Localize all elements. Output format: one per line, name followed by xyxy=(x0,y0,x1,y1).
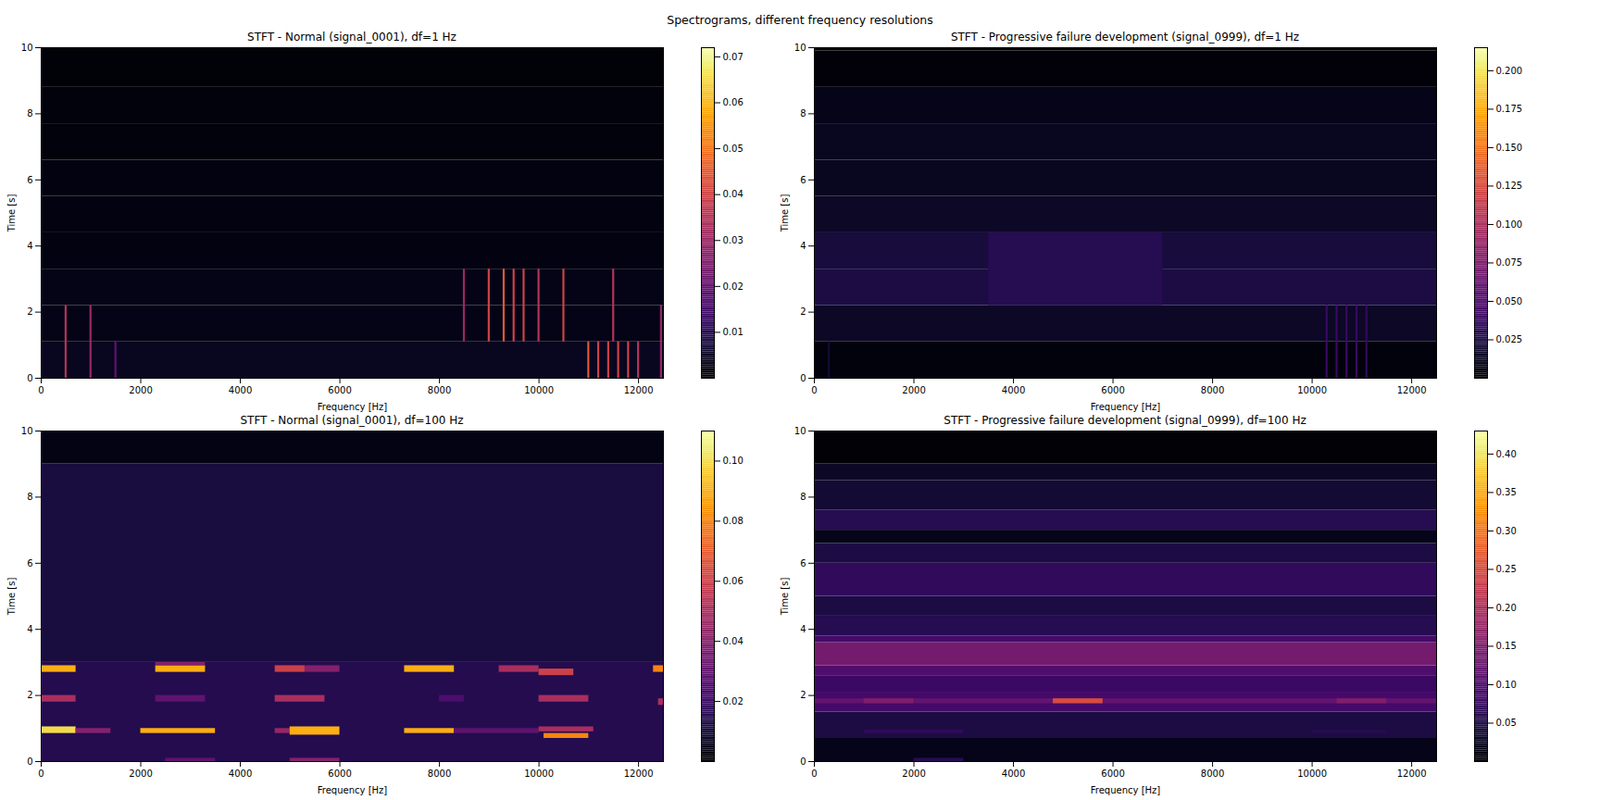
svg-text:10: 10 xyxy=(21,425,34,437)
svg-text:4000: 4000 xyxy=(1001,385,1025,396)
svg-text:0.04: 0.04 xyxy=(723,636,744,647)
svg-text:Time [s]: Time [s] xyxy=(779,194,790,234)
svg-text:2000: 2000 xyxy=(128,385,152,396)
svg-text:Frequency [Hz]: Frequency [Hz] xyxy=(317,785,388,796)
svg-text:0.02: 0.02 xyxy=(723,696,744,707)
svg-text:10000: 10000 xyxy=(1297,768,1327,779)
svg-text:2000: 2000 xyxy=(128,768,152,779)
svg-text:12000: 12000 xyxy=(1397,385,1427,396)
svg-text:0.150: 0.150 xyxy=(1496,142,1524,153)
svg-text:4: 4 xyxy=(26,240,33,251)
svg-text:4: 4 xyxy=(800,624,806,635)
svg-text:0.40: 0.40 xyxy=(1496,449,1517,460)
svg-text:Time [s]: Time [s] xyxy=(779,577,790,617)
svg-text:0.10: 0.10 xyxy=(1496,679,1517,690)
svg-text:0.15: 0.15 xyxy=(1496,640,1517,651)
svg-text:6: 6 xyxy=(800,175,806,186)
svg-text:8: 8 xyxy=(800,108,806,119)
svg-text:0: 0 xyxy=(37,385,44,396)
svg-text:6: 6 xyxy=(26,175,33,186)
svg-text:Time [s]: Time [s] xyxy=(6,194,17,234)
svg-text:0.06: 0.06 xyxy=(723,97,744,108)
svg-text:2: 2 xyxy=(800,689,806,700)
svg-text:6000: 6000 xyxy=(1100,768,1125,779)
svg-text:0.03: 0.03 xyxy=(723,235,744,246)
svg-text:4: 4 xyxy=(26,624,33,635)
svg-text:0.075: 0.075 xyxy=(1496,257,1524,268)
svg-text:0: 0 xyxy=(26,373,33,384)
svg-text:0.025: 0.025 xyxy=(1496,334,1524,345)
svg-text:2000: 2000 xyxy=(901,768,925,779)
svg-text:8: 8 xyxy=(26,108,33,119)
svg-text:6000: 6000 xyxy=(327,768,351,779)
svg-text:0.06: 0.06 xyxy=(723,575,744,587)
svg-text:4000: 4000 xyxy=(228,768,252,779)
svg-text:0: 0 xyxy=(811,385,817,396)
svg-text:12000: 12000 xyxy=(624,385,654,396)
svg-text:4000: 4000 xyxy=(228,385,252,396)
svg-text:0: 0 xyxy=(26,756,33,767)
html-text:STFT - Normal (signal_0001), d: STFT - Normal (signal_0001), df=1 Hz xyxy=(247,30,457,44)
svg-text:8000: 8000 xyxy=(1200,768,1225,779)
svg-text:0.05: 0.05 xyxy=(723,143,744,154)
svg-text:0.125: 0.125 xyxy=(1496,180,1524,191)
html-text:STFT - Normal (signal_0001), d: STFT - Normal (signal_0001), df=100 Hz xyxy=(240,413,464,427)
svg-text:0: 0 xyxy=(811,768,817,779)
svg-text:0.30: 0.30 xyxy=(1496,525,1517,537)
svg-text:0: 0 xyxy=(800,373,806,384)
svg-text:8000: 8000 xyxy=(427,385,451,396)
svg-text:6: 6 xyxy=(800,558,806,569)
svg-text:0.02: 0.02 xyxy=(723,281,744,292)
svg-text:0.200: 0.200 xyxy=(1496,65,1524,76)
svg-text:8000: 8000 xyxy=(427,768,451,779)
svg-text:12000: 12000 xyxy=(624,768,654,779)
svg-text:0.20: 0.20 xyxy=(1496,602,1517,613)
svg-text:2: 2 xyxy=(26,306,33,317)
svg-text:0.04: 0.04 xyxy=(723,188,744,200)
svg-text:0.25: 0.25 xyxy=(1496,563,1517,575)
svg-text:2: 2 xyxy=(26,689,33,700)
svg-text:10000: 10000 xyxy=(524,385,554,396)
svg-text:10: 10 xyxy=(794,425,807,437)
svg-text:0.175: 0.175 xyxy=(1496,103,1524,114)
svg-text:6: 6 xyxy=(26,558,33,569)
svg-text:0.05: 0.05 xyxy=(1496,717,1517,728)
svg-text:2000: 2000 xyxy=(901,385,925,396)
svg-text:8: 8 xyxy=(26,491,33,502)
svg-text:0: 0 xyxy=(37,768,44,779)
svg-text:4: 4 xyxy=(800,240,806,251)
svg-text:0.08: 0.08 xyxy=(723,515,744,526)
svg-text:Frequency [Hz]: Frequency [Hz] xyxy=(1090,401,1162,413)
svg-text:10: 10 xyxy=(21,42,34,53)
svg-text:Frequency [Hz]: Frequency [Hz] xyxy=(317,401,388,413)
svg-text:0.100: 0.100 xyxy=(1496,219,1524,230)
svg-text:0.01: 0.01 xyxy=(723,326,744,338)
html-text:STFT - Progressive failure dev: STFT - Progressive failure development (… xyxy=(943,413,1307,427)
svg-text:8: 8 xyxy=(800,491,806,502)
svg-text:Frequency [Hz]: Frequency [Hz] xyxy=(1090,785,1162,796)
svg-text:4000: 4000 xyxy=(1001,768,1025,779)
svg-text:6000: 6000 xyxy=(1100,385,1125,396)
html-text:Spectrograms, different freque: Spectrograms, different frequency resolu… xyxy=(666,12,934,27)
svg-text:0.07: 0.07 xyxy=(723,51,744,63)
svg-text:10000: 10000 xyxy=(524,768,554,779)
svg-text:0: 0 xyxy=(800,756,806,767)
html-text:STFT - Progressive failure dev: STFT - Progressive failure development (… xyxy=(950,30,1300,44)
svg-text:0.050: 0.050 xyxy=(1496,296,1524,307)
svg-text:Time [s]: Time [s] xyxy=(6,577,17,617)
svg-text:10: 10 xyxy=(794,42,807,53)
svg-text:8000: 8000 xyxy=(1200,385,1225,396)
svg-text:0.35: 0.35 xyxy=(1496,487,1517,498)
svg-text:0.10: 0.10 xyxy=(723,455,744,466)
svg-text:12000: 12000 xyxy=(1397,768,1427,779)
svg-text:2: 2 xyxy=(800,306,806,317)
svg-text:6000: 6000 xyxy=(327,385,351,396)
svg-text:10000: 10000 xyxy=(1297,385,1327,396)
